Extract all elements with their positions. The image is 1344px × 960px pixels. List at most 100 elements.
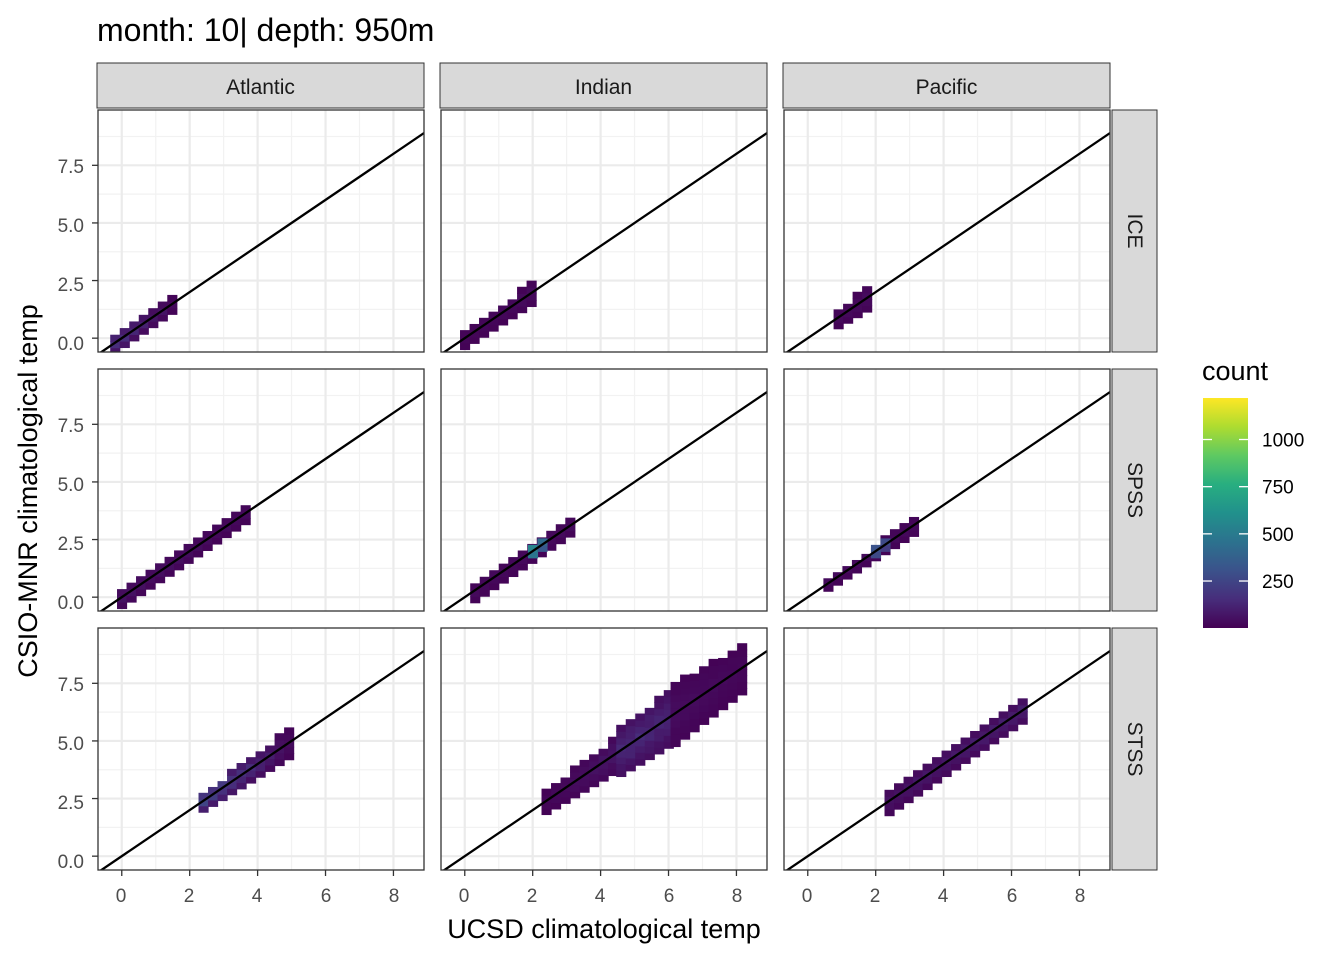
heatmap-cell [240,511,251,519]
heatmap-cell [922,783,933,791]
heatmap-cell [570,791,581,799]
identity-line [785,650,1110,870]
heatmap-cell [246,776,257,784]
panel-background [98,628,424,870]
heatmap-cell [635,739,646,747]
heatmap-cell [560,777,571,785]
y-tick-label: 0.0 [58,852,84,873]
heatmap-cell [960,750,971,758]
heatmap-cell [579,779,590,787]
panel-indian-spss [440,368,768,612]
heatmap-cell [862,292,873,300]
heatmap-cell [616,724,627,732]
row-strip-label: STSS [1123,722,1146,777]
legend-tick-label: 1000 [1262,431,1304,452]
heatmap-cell [227,768,238,776]
heatmap-cell [236,763,247,771]
heatmap-cell [1008,724,1019,732]
heatmap-cells [117,505,251,610]
x-axis-title: UCSD climatological temp [447,914,761,944]
heatmap-cell [932,757,943,765]
column-strip-label: Atlantic [226,76,295,99]
heatmap-cell [198,799,209,807]
heatmap-cell [193,550,204,558]
heatmap-cell [833,309,844,317]
heatmap-cell [479,583,490,591]
heatmap-cell [663,709,674,717]
panel-atlantic-stss [92,627,425,876]
heatmap-cell [479,324,490,332]
heatmap-cell [1017,698,1028,706]
heatmap-cell [870,551,882,559]
panel-background [784,369,1110,611]
heatmap-cell [479,576,490,584]
heatmap-cell [708,710,719,718]
y-tick-label: 5.0 [58,216,84,237]
identity-line [785,391,1110,611]
legend-ticks: 1000 750 500 250 [1203,431,1304,593]
x-tick-label: 0 [459,886,470,907]
heatmap-cell [274,759,285,767]
heatmap-cell [145,582,156,590]
x-tick-label: 0 [802,886,813,907]
chart-title: month: 10| depth: 950m [97,12,434,48]
heatmap-cell [498,563,509,571]
heatmap-cell [718,657,729,666]
heatmap-cell [951,750,962,758]
heatmap-cell [202,531,213,539]
heatmap-cell [932,770,943,778]
heatmap-cell [517,556,528,565]
x-axis-col-indian: 0 2 4 6 8 [459,886,743,907]
heatmap-cell [680,706,691,714]
heatmap-cell [526,293,537,301]
heatmap-cell [183,556,194,564]
heatmap-cell [284,746,295,754]
heatmap-cell [899,523,910,531]
heatmap-cell [231,511,242,519]
row-strip-label: SPSS [1123,462,1146,518]
heatmap-cell [843,316,854,324]
panel-border [440,627,768,871]
heatmap-cell [689,712,700,720]
heatmap-cell [541,795,552,803]
heatmap-cell [470,596,481,604]
heatmap-cell [970,750,981,758]
heatmap-cell [932,776,943,784]
heatmap-cell [699,698,710,706]
heatmap-cell [470,589,481,597]
heatmap-cell [689,686,700,694]
heatmap-cell [212,531,223,539]
heatmap-cell [489,570,500,578]
heatmap-cell [894,796,905,804]
heatmap-cell [680,713,691,721]
heatmap-cell [145,569,156,577]
y-axis-row-spss: 0.0 2.5 5.0 7.5 [58,416,84,614]
heatmap-cell [240,518,251,526]
heatmap-cell [699,679,710,687]
heatmap-cell [541,808,552,816]
heatmap-cell [202,543,213,551]
heatmap-cell [625,738,636,746]
heatmap-cell [117,589,128,597]
heatmap-cell [718,683,729,691]
heatmap-cell [155,569,166,577]
heatmap-cell [598,774,609,782]
facet-panels [92,109,1111,876]
heatmap-cell [155,576,166,584]
heatmap-cell [608,743,619,751]
heatmap-cell [589,780,600,788]
heatmap-cell [183,550,194,558]
heatmap-cell [589,767,600,775]
heatmap-cell [663,728,674,736]
heatmap-cell [157,301,168,309]
identity-line [99,391,424,611]
heatmap-cell [589,754,600,762]
heatmap-cell [737,643,748,651]
heatmap-cell [193,543,204,551]
y-axis-row-stss: 0.0 2.5 5.0 7.5 [58,675,84,873]
heatmap-cell [479,330,490,338]
heatmap-cell [979,730,990,738]
heatmap-cell [663,690,674,698]
heatmap-cell [129,334,140,342]
